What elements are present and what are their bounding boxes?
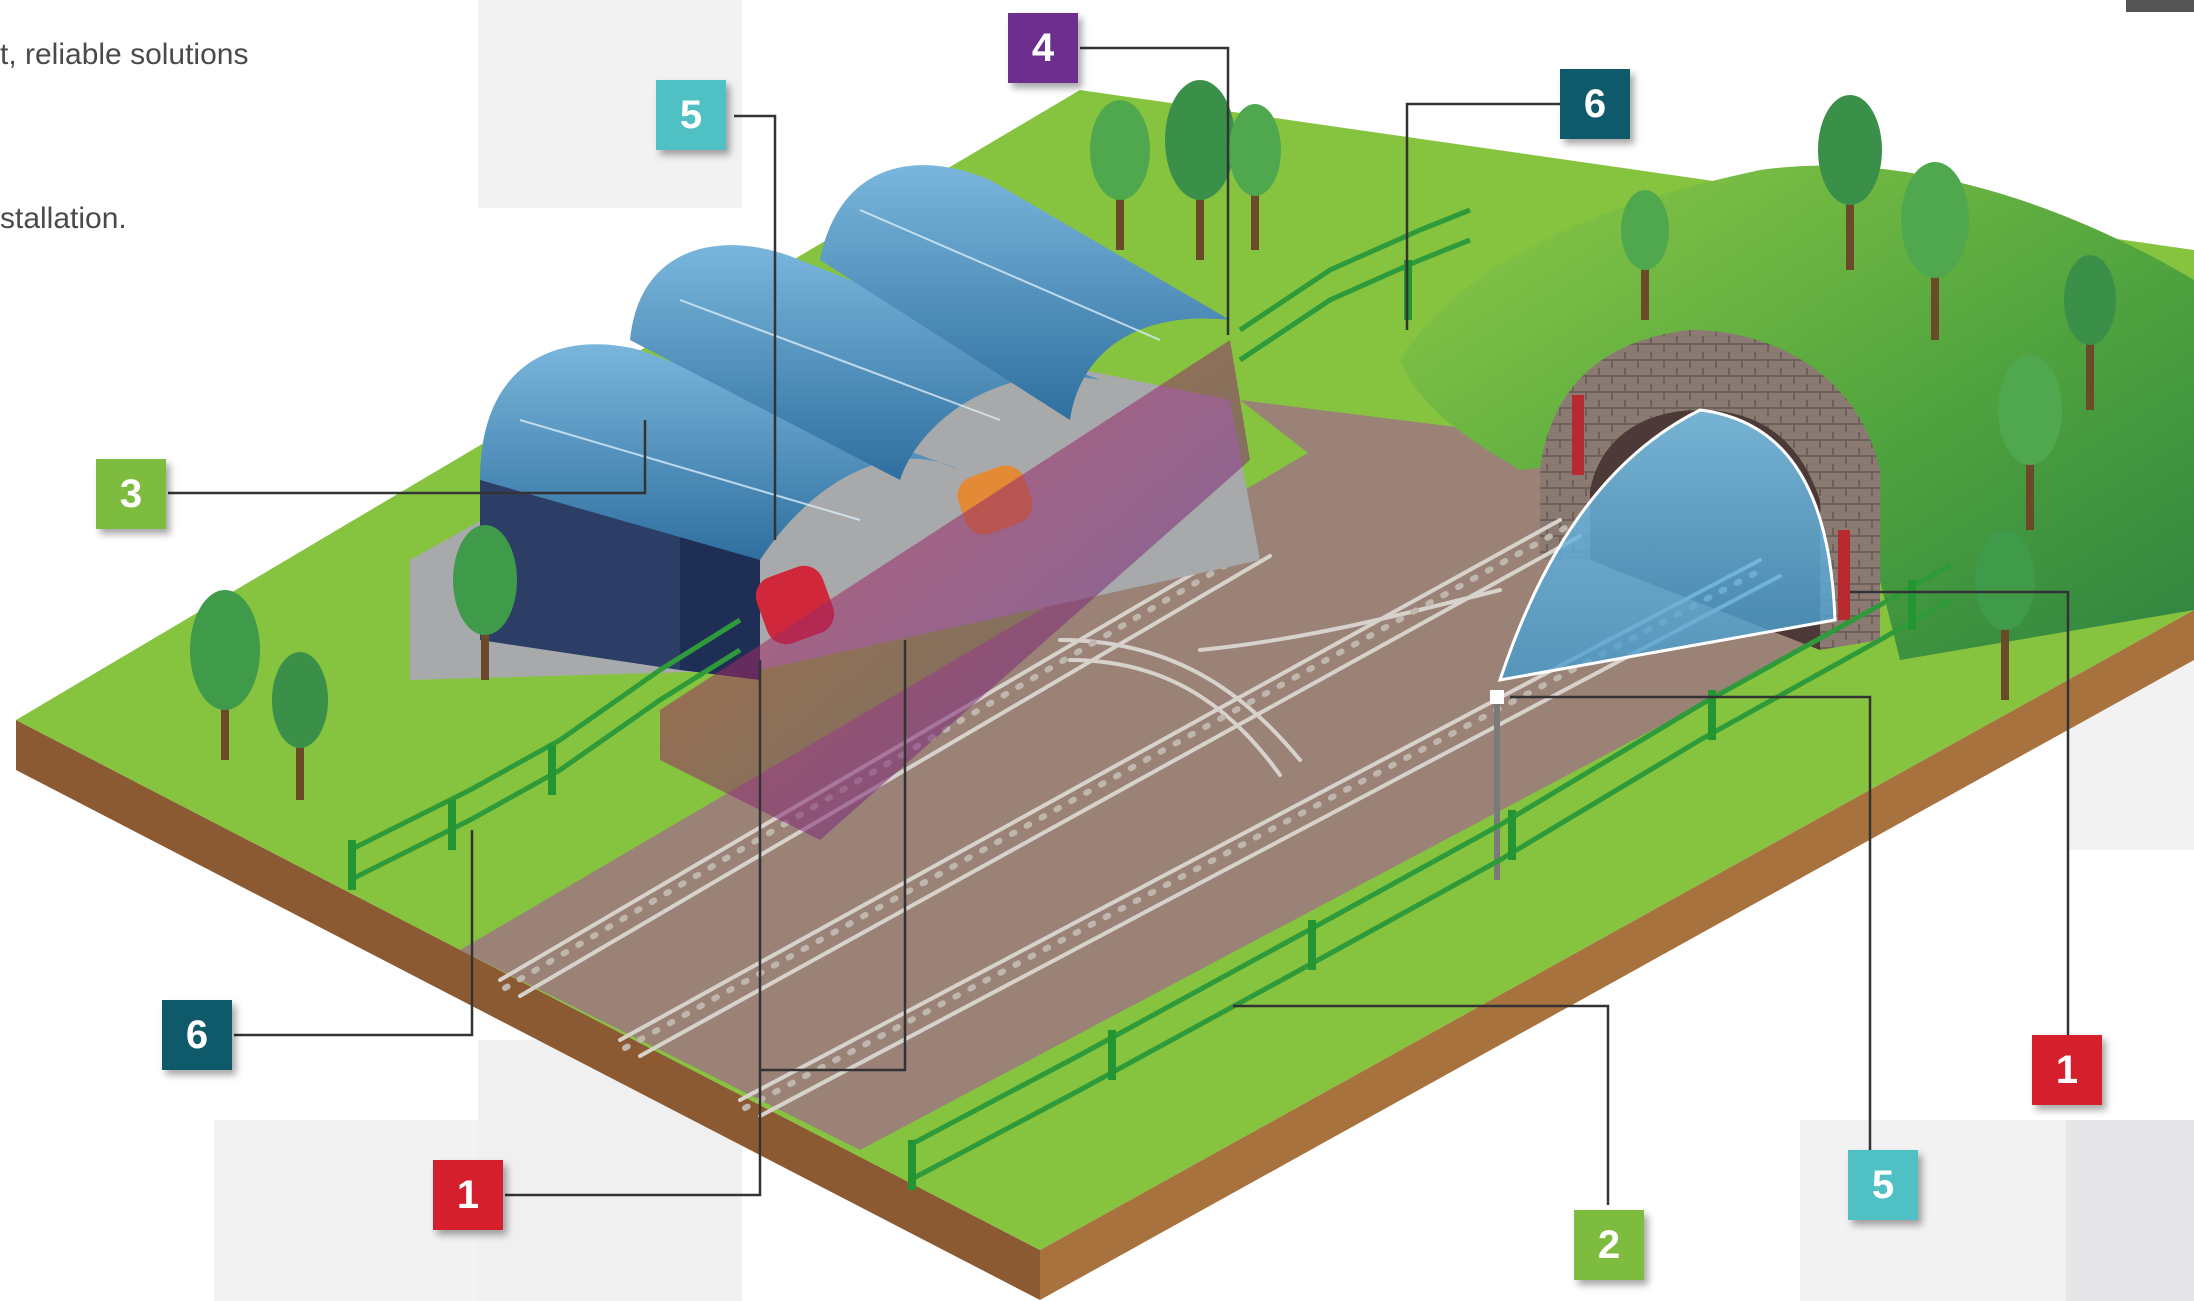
marker-6-bottom: 6	[162, 1000, 232, 1070]
lamp-post	[1490, 690, 1504, 880]
marker-1-bottom: 1	[433, 1160, 503, 1230]
marker-5-bottom: 5	[1848, 1150, 1918, 1220]
intro-line-2: stallation.	[0, 202, 127, 235]
trees	[190, 80, 2116, 800]
marker-3-left: 3	[96, 459, 166, 529]
marker-5-top: 5	[656, 80, 726, 150]
backdrop-tile	[1800, 1120, 2066, 1301]
callout-leader-lines	[168, 46, 2070, 1205]
marker-2-bottom: 2	[1574, 1210, 1644, 1280]
perimeter-fence	[348, 207, 1952, 1183]
marker-4-top: 4	[1008, 13, 1078, 83]
camera-cone-zone	[1497, 408, 1837, 682]
backdrop-tile	[2066, 1120, 2194, 1301]
marker-1-right: 1	[2032, 1035, 2102, 1105]
marker-6-top: 6	[1560, 69, 1630, 139]
beam-detection-zone	[660, 340, 1250, 840]
corner-tab	[2126, 0, 2194, 12]
intro-line-1: t, reliable solutions	[0, 38, 249, 71]
